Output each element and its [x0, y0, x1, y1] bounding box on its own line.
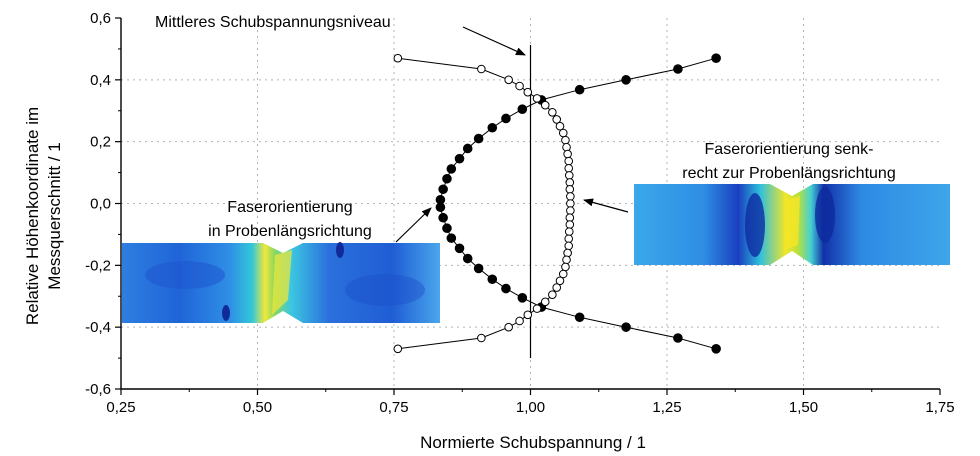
data-point — [564, 234, 574, 244]
annotation-left-line2: in Probenlängsrichtung — [208, 223, 372, 240]
data-point — [442, 173, 452, 184]
x-tick-label: 0,25 — [106, 399, 135, 416]
x-tick-label: 0,75 — [379, 399, 408, 416]
y-tick-label: 0,0 — [90, 196, 111, 213]
data-point — [523, 87, 533, 97]
x-tick-labels: 0,25 0,50 0,75 1,00 1,25 1,50 1,75 — [106, 399, 954, 416]
data-point — [473, 263, 484, 274]
data-point — [621, 322, 631, 332]
data-point — [673, 333, 683, 343]
data-point — [548, 107, 557, 117]
fem-image-left — [122, 242, 440, 323]
data-point — [501, 283, 511, 294]
data-point — [504, 322, 513, 332]
data-point — [566, 199, 575, 208]
data-point — [564, 156, 574, 166]
annotation-right-line2: recht zur Probenlängsrichtung — [682, 165, 895, 182]
series — [393, 53, 721, 354]
data-point — [574, 84, 585, 95]
data-point — [540, 297, 550, 307]
data-point — [555, 121, 565, 131]
data-point — [564, 163, 574, 173]
y-axis-title: Relative Höhenkoordinate im Messquerschn… — [23, 107, 64, 325]
y-tick-label: 0,6 — [90, 10, 111, 27]
data-point — [477, 64, 486, 74]
data-point — [558, 269, 568, 279]
annotation-right-line1: Faserorientierung senk- — [705, 141, 874, 158]
data-point — [566, 192, 575, 201]
data-point — [564, 241, 574, 251]
data-point — [621, 75, 631, 85]
x-tick-label: 1,25 — [652, 399, 681, 416]
data-point — [501, 113, 511, 124]
data-point — [563, 149, 572, 159]
annotation-left-arrow — [395, 207, 432, 243]
data-point — [517, 292, 528, 303]
x-tick-label: 0,50 — [243, 399, 272, 416]
data-point — [393, 344, 403, 354]
data-point — [566, 206, 575, 215]
y-axis-title-line2: Messquerschnitt / 1 — [45, 142, 64, 289]
data-point — [711, 53, 721, 63]
data-point — [487, 274, 498, 285]
data-point — [532, 304, 542, 313]
data-point — [504, 75, 513, 85]
data-point — [565, 184, 575, 194]
data-point — [564, 227, 574, 236]
y-tick-labels: -0,6 -0,4 -0,2 0,0 0,2 0,4 0,6 — [85, 10, 111, 398]
y-tick-label: 0,4 — [90, 72, 111, 89]
data-point — [540, 100, 550, 110]
data-point — [523, 310, 533, 320]
data-point — [558, 128, 568, 138]
data-point — [555, 276, 565, 286]
data-point — [454, 243, 465, 254]
data-point — [565, 220, 575, 229]
data-point — [517, 104, 528, 115]
reference-arrow — [462, 26, 526, 56]
data-point — [673, 64, 683, 74]
y-tick-label: -0,6 — [85, 381, 111, 398]
data-point — [442, 223, 452, 234]
data-point — [574, 312, 585, 323]
y-tick-label: 0,2 — [90, 134, 111, 151]
data-point — [515, 316, 524, 326]
data-point — [446, 233, 457, 243]
y-axis-title-line1: Relative Höhenkoordinate im — [23, 107, 42, 325]
data-point — [473, 133, 484, 144]
data-point — [438, 184, 448, 195]
data-point — [562, 255, 571, 265]
annotation-right-arrow — [583, 198, 629, 213]
y-tick-label: -0,2 — [85, 257, 111, 274]
axes — [115, 17, 941, 395]
data-point — [564, 171, 574, 180]
data-point — [487, 122, 498, 133]
data-point — [438, 212, 448, 223]
data-point — [393, 53, 403, 63]
y-tick-label: -0,4 — [85, 319, 111, 336]
x-axis-title: Normierte Schubspannung / 1 — [420, 433, 646, 452]
data-point — [446, 164, 457, 174]
data-point — [552, 283, 562, 292]
data-point — [561, 262, 570, 272]
annotation-left-line1: Faserorientierung — [227, 199, 352, 216]
x-tick-label: 1,00 — [516, 399, 545, 416]
series-open — [393, 53, 575, 354]
data-point — [462, 143, 473, 154]
data-point — [515, 81, 524, 91]
x-tick-label: 1,75 — [925, 399, 954, 416]
data-point — [435, 202, 446, 213]
data-point — [454, 153, 465, 164]
data-point — [532, 94, 542, 103]
data-point — [552, 115, 562, 124]
x-tick-label: 1,50 — [789, 399, 818, 416]
data-point — [462, 253, 473, 264]
data-point — [711, 344, 721, 354]
data-point — [548, 290, 557, 300]
data-point — [477, 333, 486, 343]
reference-line-label: Mittleres Schubspannungsniveau — [155, 14, 391, 31]
fem-image-right — [634, 184, 950, 265]
data-point — [561, 135, 570, 145]
